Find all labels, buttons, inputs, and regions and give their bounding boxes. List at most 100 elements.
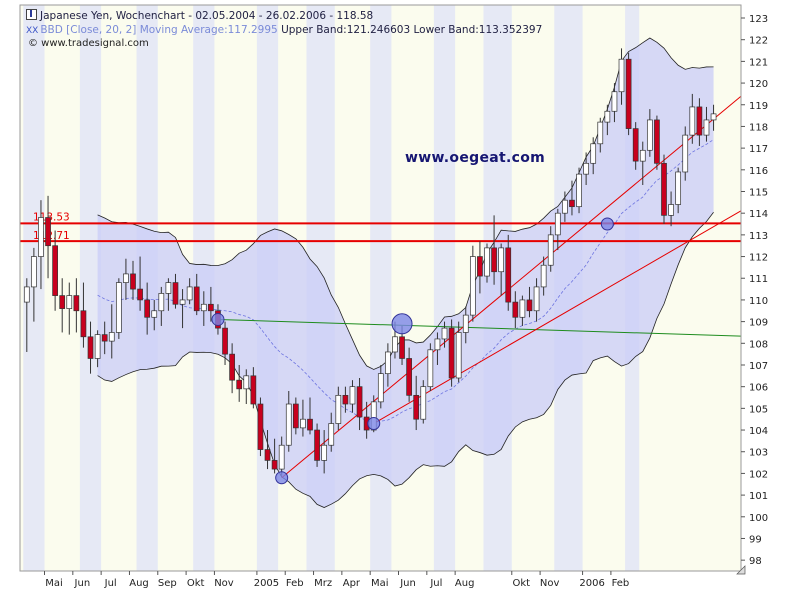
candle-body bbox=[250, 375, 257, 405]
source-credit: © www.tradesignal.com bbox=[28, 38, 149, 49]
x-tick-label: 2005 bbox=[254, 578, 279, 589]
candle-body bbox=[264, 449, 271, 461]
pivot-marker bbox=[600, 217, 614, 231]
candle-body bbox=[682, 134, 689, 173]
x-tick-label: Feb bbox=[286, 578, 304, 589]
candle-body bbox=[505, 247, 512, 303]
y-tick-label: 117 bbox=[749, 144, 768, 155]
month-stripe bbox=[79, 5, 102, 571]
x-tick-label: Okt bbox=[513, 578, 531, 589]
y-tick-label: 110 bbox=[749, 296, 768, 307]
candle-body bbox=[441, 327, 448, 340]
candle-body bbox=[562, 199, 568, 214]
y-tick-label: 119 bbox=[749, 101, 768, 112]
y-tick-label: 100 bbox=[749, 513, 768, 524]
y-tick-label: 114 bbox=[749, 209, 768, 220]
candle-body bbox=[689, 106, 696, 136]
candle-body bbox=[661, 162, 667, 216]
candle-body bbox=[278, 444, 285, 470]
candle-body bbox=[526, 299, 533, 312]
x-tick-label: Jul bbox=[429, 578, 442, 589]
candle-body bbox=[377, 373, 384, 403]
x-tick-label: Mai bbox=[45, 578, 63, 589]
candle-body bbox=[108, 332, 115, 342]
pivot-marker bbox=[367, 417, 381, 431]
candle-body bbox=[370, 401, 377, 431]
candle-body bbox=[144, 299, 151, 318]
x-tick-label: Apr bbox=[343, 578, 361, 589]
plot-frame bbox=[19, 4, 742, 572]
candle-body bbox=[469, 256, 476, 316]
candle-body bbox=[399, 336, 405, 359]
indicator-name: BBD [Close, 20, 2] Moving Average:117.29… bbox=[40, 24, 278, 36]
candle-body bbox=[179, 299, 186, 305]
candle-body bbox=[703, 119, 710, 136]
y-tick-label: 120 bbox=[749, 79, 768, 90]
candle-body bbox=[186, 286, 193, 301]
candle-body bbox=[413, 394, 420, 420]
candle-body bbox=[356, 386, 363, 418]
title-text: Japanese Yen, Wochenchart - 02.05.2004 -… bbox=[40, 10, 374, 22]
candle-body bbox=[455, 332, 462, 379]
candle-body bbox=[420, 386, 427, 420]
candle-body bbox=[625, 58, 632, 129]
candle-body bbox=[540, 264, 547, 288]
candle-body bbox=[66, 295, 73, 309]
resize-grip-icon[interactable] bbox=[736, 565, 746, 575]
y-tick-label: 106 bbox=[749, 383, 768, 394]
x-tick-label: Aug bbox=[129, 578, 149, 589]
trend-line-green bbox=[217, 318, 742, 337]
candle-body bbox=[484, 247, 490, 277]
candle-body bbox=[165, 282, 172, 294]
y-tick-label: 107 bbox=[749, 361, 768, 372]
indicator-toggle-icon[interactable]: XX bbox=[26, 26, 39, 36]
x-tick-label: Okt bbox=[187, 578, 205, 589]
candle-body bbox=[80, 310, 87, 338]
candle-body bbox=[597, 121, 604, 145]
month-stripe bbox=[370, 5, 392, 571]
x-tick-label: Mai bbox=[371, 578, 389, 589]
y-tick-label: 118 bbox=[749, 122, 768, 133]
candle-body bbox=[59, 295, 66, 309]
candle-body bbox=[271, 460, 278, 470]
candle-body bbox=[654, 119, 660, 164]
candle-body bbox=[115, 282, 122, 333]
x-tick-label: Jun bbox=[399, 578, 416, 589]
x-tick-label: Nov bbox=[214, 578, 234, 589]
candle-body bbox=[632, 128, 639, 162]
x-tick-label: Mrz bbox=[314, 578, 332, 589]
y-tick-label: 122 bbox=[749, 36, 768, 47]
y-tick-label: 113 bbox=[749, 231, 768, 242]
candle-body bbox=[87, 336, 94, 359]
month-stripe bbox=[433, 5, 456, 571]
candle-body bbox=[554, 212, 561, 236]
candle-body bbox=[434, 338, 441, 351]
y-tick-label: 115 bbox=[749, 187, 768, 198]
pivot-marker bbox=[211, 312, 225, 326]
x-tick-label: Nov bbox=[540, 578, 560, 589]
candle-body bbox=[491, 247, 497, 273]
x-tick-label: Aug bbox=[455, 578, 475, 589]
pivot-marker bbox=[391, 313, 413, 335]
candle-body bbox=[427, 349, 434, 388]
candle-body bbox=[342, 394, 349, 405]
y-tick-label: 108 bbox=[749, 339, 768, 350]
series-checkbox-icon[interactable] bbox=[26, 9, 37, 20]
candle-body bbox=[335, 394, 342, 424]
chart-title: Japanese Yen, Wochenchart - 02.05.2004 -… bbox=[26, 9, 373, 22]
y-tick-label: 116 bbox=[749, 166, 768, 177]
lower-band-line bbox=[97, 212, 714, 508]
candle-body bbox=[193, 286, 200, 312]
candle-body bbox=[519, 299, 526, 318]
candle-body bbox=[208, 303, 214, 312]
y-tick-label: 102 bbox=[749, 469, 768, 480]
candle-body bbox=[307, 418, 313, 431]
candle-body bbox=[696, 106, 703, 136]
candle-body bbox=[23, 286, 30, 303]
y-tick-label: 109 bbox=[749, 318, 768, 329]
candle-body bbox=[123, 273, 129, 283]
candle-body bbox=[101, 334, 108, 342]
candle-body bbox=[462, 314, 469, 333]
support-trend-line bbox=[373, 210, 742, 424]
